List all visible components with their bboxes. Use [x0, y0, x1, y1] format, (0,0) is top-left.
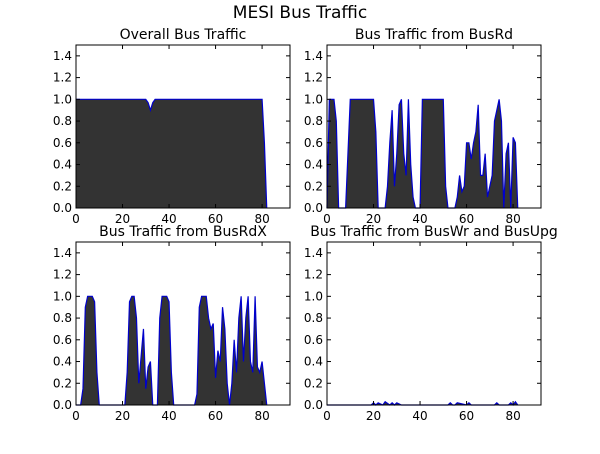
- y-tick-label: 1.4: [53, 49, 72, 63]
- area-fill: [76, 296, 267, 405]
- y-tick-label: 1.2: [304, 71, 323, 85]
- y-tick-label: 0.2: [53, 179, 72, 193]
- y-tick-label: 1.4: [304, 49, 323, 63]
- x-tick-label: 40: [412, 212, 427, 226]
- x-tick-label: 80: [254, 409, 269, 423]
- area-fill: [327, 99, 518, 208]
- y-tick-label: 1.2: [304, 268, 323, 282]
- subplot-4: Bus Traffic from BusWr and BusUpg 0 20 40 60…: [304, 224, 558, 423]
- axes-frame: [326, 241, 542, 406]
- x-tick-label: 40: [412, 409, 427, 423]
- x-tick-label: 80: [505, 212, 520, 226]
- x-tick-label: 0: [323, 409, 331, 423]
- axes-frame: [326, 44, 542, 209]
- y-tick-label: 0.2: [304, 376, 323, 390]
- x-tick-label: 20: [115, 212, 130, 226]
- axes-frame: [75, 241, 291, 406]
- subplot-title: Bus Traffic from BusWr and BusUpg: [310, 224, 558, 240]
- y-tick-label: 0.6: [53, 333, 72, 347]
- x-tick-label: 80: [505, 409, 520, 423]
- x-tick-label: 0: [72, 212, 80, 226]
- y-tick-label: 1.0: [53, 289, 72, 303]
- y-tick-label: 0.2: [304, 179, 323, 193]
- y-tick-label: 0.4: [53, 158, 72, 172]
- y-tick-label: 0.6: [304, 333, 323, 347]
- x-tick-label: 0: [72, 409, 80, 423]
- subplot-2: Bus Traffic from BusRd 0 20 40 60 80 0.0 0.2 0.4…: [304, 27, 542, 226]
- y-tick-label: 0.4: [53, 355, 72, 369]
- y-tick-label: 0.0: [53, 398, 72, 412]
- x-tick-label: 40: [161, 212, 176, 226]
- x-tick-label: 40: [161, 409, 176, 423]
- y-tick-label: 1.0: [304, 289, 323, 303]
- x-tick-label: 60: [208, 212, 223, 226]
- y-tick-label: 0.0: [304, 398, 323, 412]
- axes-frame: [75, 44, 291, 209]
- y-tick-label: 0.8: [304, 114, 323, 128]
- x-tick-label: 60: [459, 212, 474, 226]
- y-tick-label: 0.4: [304, 355, 323, 369]
- area-fill: [76, 99, 267, 208]
- x-tick-label: 60: [208, 409, 223, 423]
- subplot-title: Bus Traffic from BusRdX: [99, 224, 267, 240]
- subplot-3: Bus Traffic from BusRdX 0 20 40 60 80 0.0 0.2 0.…: [53, 224, 291, 423]
- subplot-title: Bus Traffic from BusRd: [355, 27, 513, 43]
- subplot-title: Overall Bus Traffic: [120, 27, 247, 43]
- y-tick-label: 0.4: [304, 158, 323, 172]
- x-tick-label: 80: [254, 212, 269, 226]
- y-tick-label: 0.6: [53, 136, 72, 150]
- y-tick-label: 0.6: [304, 136, 323, 150]
- y-tick-label: 1.2: [53, 268, 72, 282]
- x-tick-label: 0: [323, 212, 331, 226]
- subplot-1: Overall Bus Traffic 0 20 40 60 80 0.0 0.2 0.4 0.6…: [53, 27, 291, 226]
- y-tick-label: 0.0: [53, 201, 72, 215]
- y-tick-label: 0.8: [53, 114, 72, 128]
- y-tick-label: 0.8: [304, 311, 323, 325]
- y-tick-label: 1.0: [304, 92, 323, 106]
- y-tick-label: 0.2: [53, 376, 72, 390]
- y-tick-label: 0.0: [304, 201, 323, 215]
- y-tick-label: 1.2: [53, 71, 72, 85]
- series-line: [76, 98, 268, 209]
- series-line: [326, 98, 519, 209]
- x-tick-label: 60: [459, 409, 474, 423]
- x-tick-label: 20: [366, 212, 381, 226]
- y-tick-label: 1.4: [53, 246, 72, 260]
- x-tick-label: 20: [366, 409, 381, 423]
- figure-title: MESI Bus Traffic: [232, 3, 368, 23]
- y-tick-label: 1.4: [304, 246, 323, 260]
- y-tick-label: 0.8: [53, 311, 72, 325]
- x-tick-label: 20: [115, 409, 130, 423]
- y-tick-label: 1.0: [53, 92, 72, 106]
